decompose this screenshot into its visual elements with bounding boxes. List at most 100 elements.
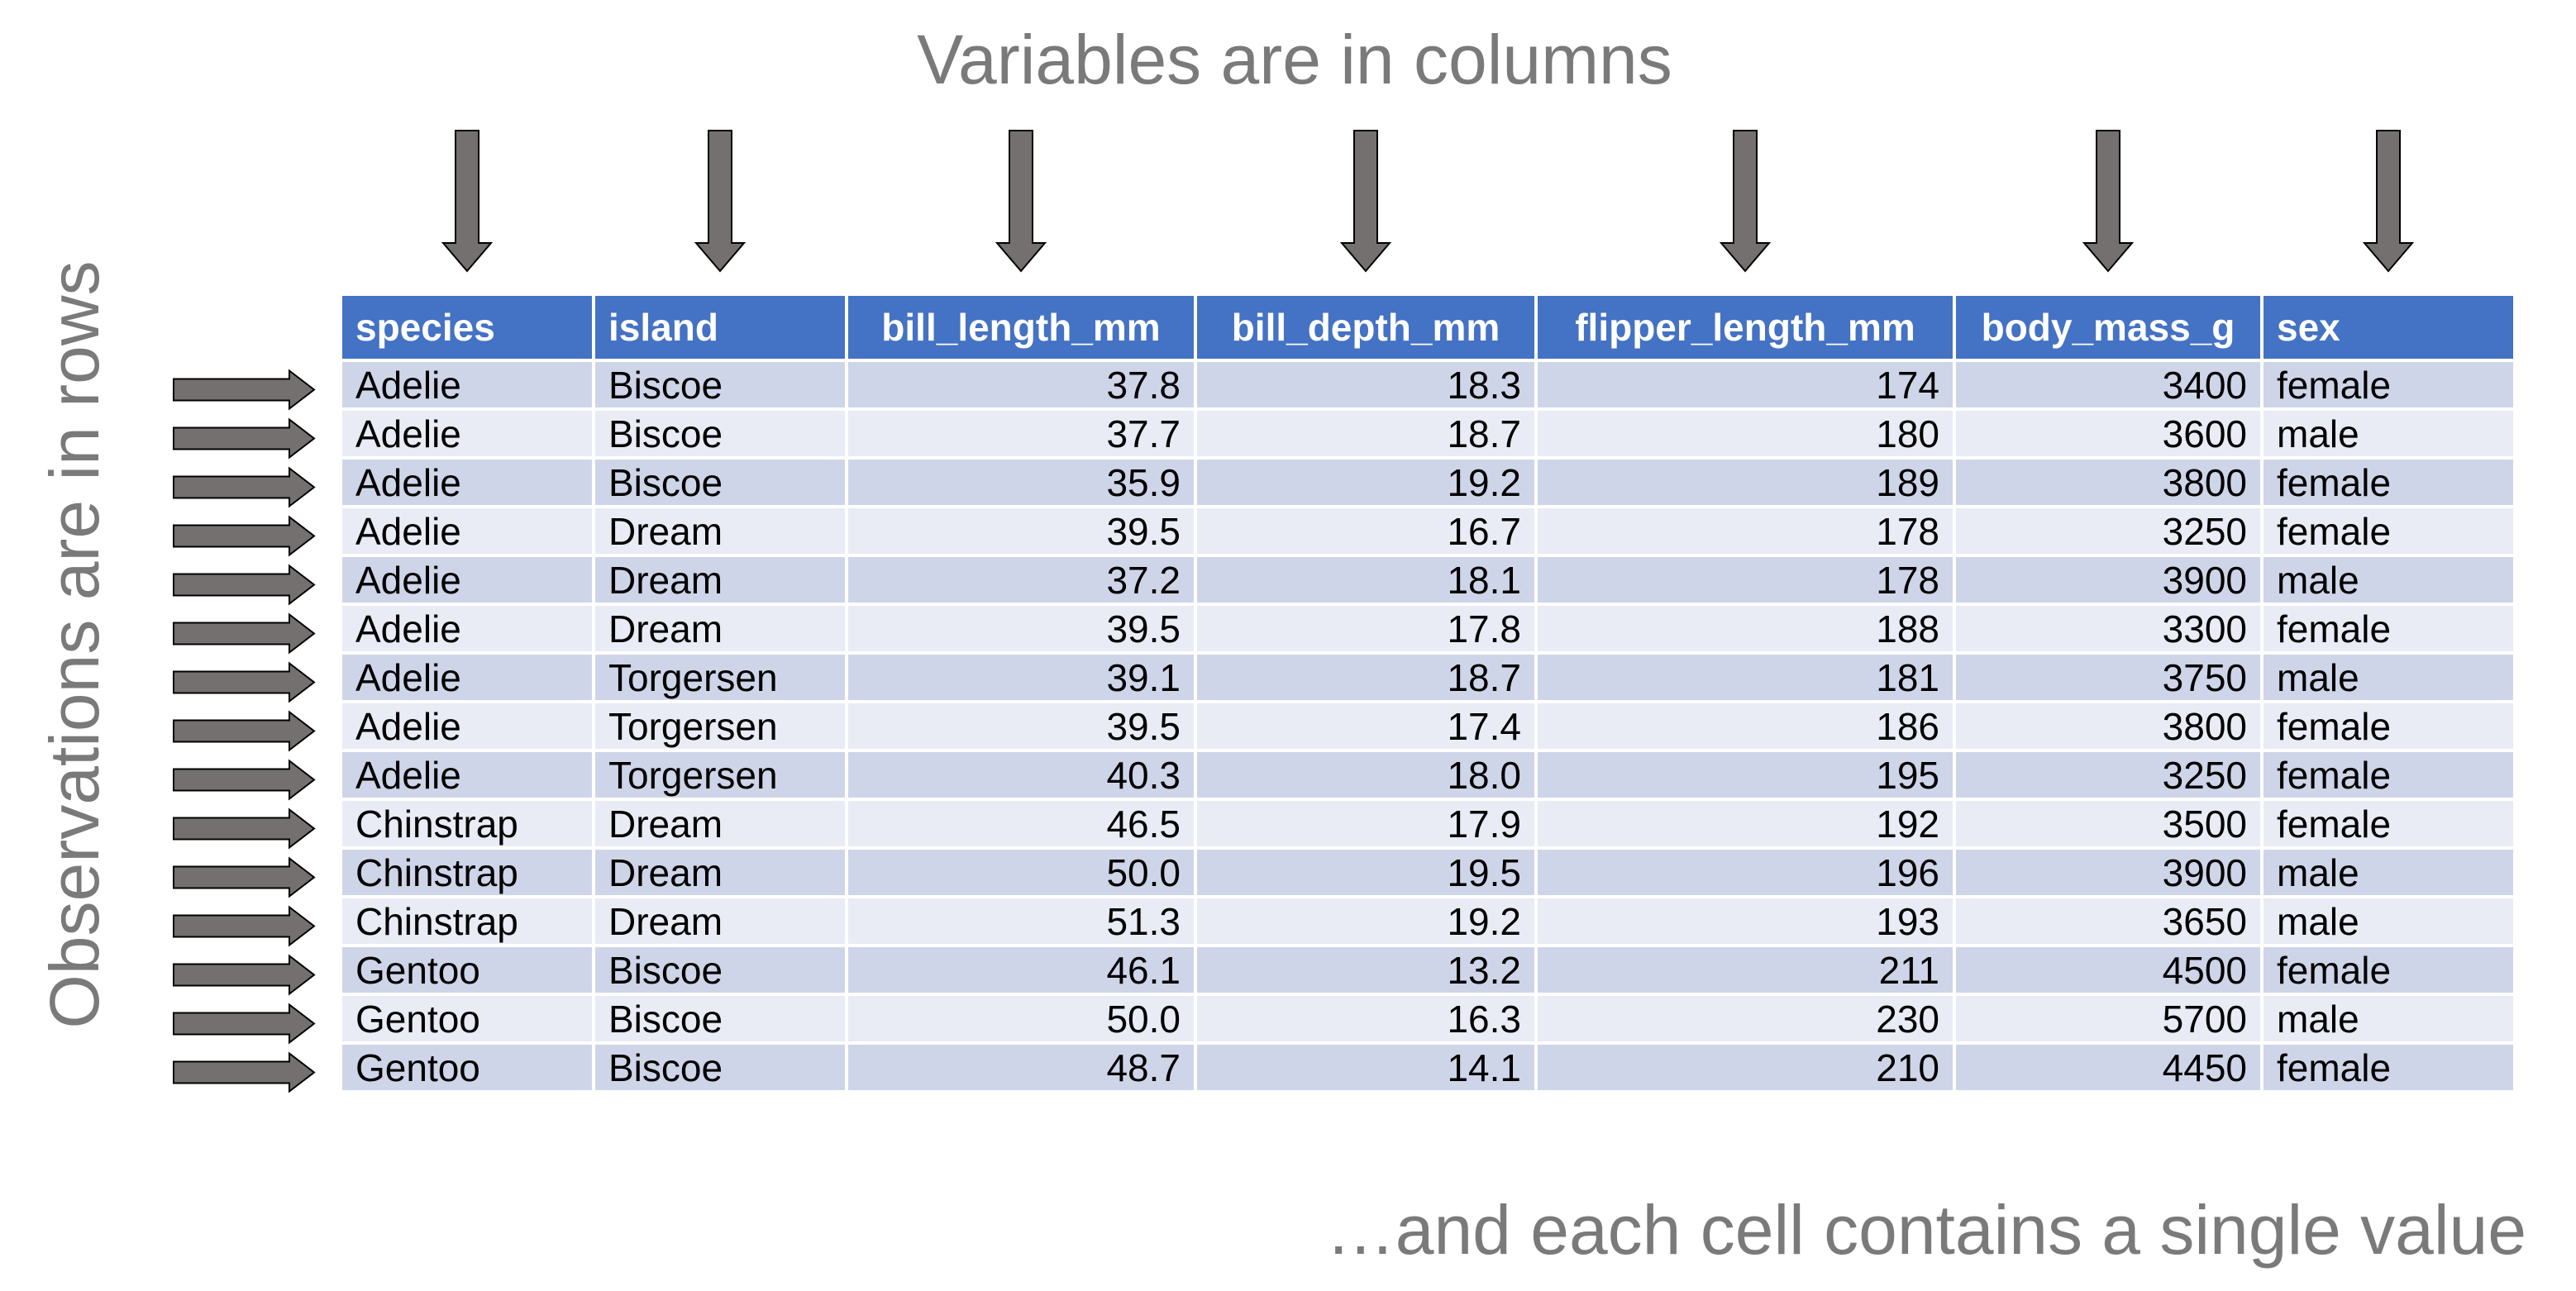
table-cell-bill-depth-mm: 13.2 <box>1197 947 1534 993</box>
table-cell-island: Torgersen <box>595 703 845 749</box>
table-row: Adelie Dream 39.5 17.8 188 3300 female <box>342 606 2513 651</box>
table-cell-body-mass-g: 4500 <box>1956 947 2260 993</box>
table-cell-body-mass-g: 3400 <box>1956 362 2260 407</box>
right-arrow-icon-row-13 <box>173 954 316 996</box>
table-cell-bill-length-mm: 50.0 <box>848 996 1194 1041</box>
table-cell-flipper-length-mm: 180 <box>1538 411 1953 456</box>
table-cell-island: Biscoe <box>595 947 845 993</box>
column-header-bill-length-mm: bill_length_mm <box>848 296 1194 359</box>
down-arrow-icon-bill-depth-mm <box>1339 130 1392 273</box>
table-cell-flipper-length-mm: 178 <box>1538 557 1953 603</box>
right-arrow-icon-row-5 <box>173 564 316 606</box>
table-cell-bill-length-mm: 51.3 <box>848 898 1194 944</box>
right-arrow-icon-row-10 <box>173 807 316 850</box>
table-cell-bill-length-mm: 46.1 <box>848 947 1194 993</box>
table-cell-sex: male <box>2264 898 2513 944</box>
table-cell-flipper-length-mm: 230 <box>1538 996 1953 1041</box>
table-cell-species: Gentoo <box>342 1045 592 1090</box>
table-cell-bill-depth-mm: 17.4 <box>1197 703 1534 749</box>
table-cell-sex: female <box>2264 460 2513 505</box>
table-cell-island: Dream <box>595 557 845 603</box>
table-cell-species: Adelie <box>342 606 592 651</box>
down-arrow-icon-body-mass-g <box>2082 130 2135 273</box>
table-cell-species: Adelie <box>342 655 592 700</box>
table-cell-body-mass-g: 3250 <box>1956 752 2260 798</box>
table-row: Adelie Dream 39.5 16.7 178 3250 female <box>342 508 2513 554</box>
table-row: Chinstrap Dream 51.3 19.2 193 3650 male <box>342 898 2513 944</box>
table-cell-body-mass-g: 3800 <box>1956 703 2260 749</box>
right-arrow-icon-row-1 <box>173 369 316 411</box>
table-cell-island: Dream <box>595 850 845 895</box>
right-arrow-icon-row-2 <box>173 417 316 460</box>
table-cell-sex: female <box>2264 362 2513 407</box>
table-cell-sex: female <box>2264 508 2513 554</box>
right-arrow-icon-row-7 <box>173 661 316 703</box>
column-header-bill-depth-mm: bill_depth_mm <box>1197 296 1534 359</box>
table-cell-sex: female <box>2264 606 2513 651</box>
table-cell-flipper-length-mm: 193 <box>1538 898 1953 944</box>
table-cell-flipper-length-mm: 211 <box>1538 947 1953 993</box>
table-cell-sex: female <box>2264 703 2513 749</box>
right-arrow-icon-row-14 <box>173 1003 316 1045</box>
table-row: Adelie Dream 37.2 18.1 178 3900 male <box>342 557 2513 603</box>
down-arrow-icon-sex <box>2362 130 2415 273</box>
table-cell-flipper-length-mm: 195 <box>1538 752 1953 798</box>
down-arrow-icon-island <box>694 130 747 273</box>
table-row: Adelie Biscoe 37.7 18.7 180 3600 male <box>342 411 2513 456</box>
table-row: Adelie Torgersen 39.5 17.4 186 3800 female <box>342 703 2513 749</box>
table-cell-species: Chinstrap <box>342 801 592 846</box>
table-row: Adelie Torgersen 39.1 18.7 181 3750 male <box>342 655 2513 700</box>
table-cell-island: Torgersen <box>595 655 845 700</box>
column-header-species: species <box>342 296 592 359</box>
table-cell-flipper-length-mm: 178 <box>1538 508 1953 554</box>
table-cell-flipper-length-mm: 174 <box>1538 362 1953 407</box>
table-cell-body-mass-g: 3250 <box>1956 508 2260 554</box>
column-header-flipper-length-mm: flipper_length_mm <box>1538 296 1953 359</box>
table-cell-bill-length-mm: 37.7 <box>848 411 1194 456</box>
table-cell-bill-depth-mm: 18.3 <box>1197 362 1534 407</box>
right-arrow-icon-row-6 <box>173 612 316 655</box>
table-cell-sex: male <box>2264 996 2513 1041</box>
table-cell-bill-length-mm: 39.5 <box>848 606 1194 651</box>
table-cell-bill-length-mm: 39.5 <box>848 703 1194 749</box>
table-cell-bill-length-mm: 37.2 <box>848 557 1194 603</box>
table-row: Gentoo Biscoe 46.1 13.2 211 4500 female <box>342 947 2513 993</box>
table-cell-species: Adelie <box>342 508 592 554</box>
table-cell-island: Dream <box>595 606 845 651</box>
table-cell-flipper-length-mm: 188 <box>1538 606 1953 651</box>
table-cell-island: Dream <box>595 898 845 944</box>
table-cell-island: Biscoe <box>595 362 845 407</box>
table-cell-flipper-length-mm: 186 <box>1538 703 1953 749</box>
table-cell-sex: male <box>2264 557 2513 603</box>
caption-single-value: …and each cell contains a single value <box>1325 1191 2526 1269</box>
table-cell-species: Adelie <box>342 557 592 603</box>
table-cell-island: Biscoe <box>595 411 845 456</box>
table-cell-bill-length-mm: 46.5 <box>848 801 1194 846</box>
table-cell-species: Chinstrap <box>342 850 592 895</box>
table-cell-bill-length-mm: 40.3 <box>848 752 1194 798</box>
table-cell-island: Biscoe <box>595 460 845 505</box>
table-cell-sex: male <box>2264 850 2513 895</box>
down-arrow-icon-bill-length-mm <box>995 130 1047 273</box>
table-row: Adelie Biscoe 35.9 19.2 189 3800 female <box>342 460 2513 505</box>
right-arrow-icon-row-3 <box>173 466 316 508</box>
table-cell-island: Biscoe <box>595 1045 845 1090</box>
table-cell-body-mass-g: 3750 <box>1956 655 2260 700</box>
table-cell-bill-length-mm: 39.1 <box>848 655 1194 700</box>
table-cell-body-mass-g: 3600 <box>1956 411 2260 456</box>
table-cell-body-mass-g: 3800 <box>1956 460 2260 505</box>
table-cell-flipper-length-mm: 210 <box>1538 1045 1953 1090</box>
table-cell-bill-depth-mm: 18.1 <box>1197 557 1534 603</box>
table-cell-species: Gentoo <box>342 996 592 1041</box>
right-arrow-icon-row-15 <box>173 1051 316 1093</box>
table-cell-body-mass-g: 3300 <box>1956 606 2260 651</box>
table-cell-bill-depth-mm: 18.0 <box>1197 752 1534 798</box>
table-cell-sex: female <box>2264 947 2513 993</box>
right-arrow-icon-row-9 <box>173 759 316 801</box>
right-arrow-icon-row-12 <box>173 905 316 947</box>
column-header-body-mass-g: body_mass_g <box>1956 296 2260 359</box>
table-cell-island: Biscoe <box>595 996 845 1041</box>
table-row: Adelie Biscoe 37.8 18.3 174 3400 female <box>342 362 2513 407</box>
table-cell-bill-depth-mm: 17.9 <box>1197 801 1534 846</box>
